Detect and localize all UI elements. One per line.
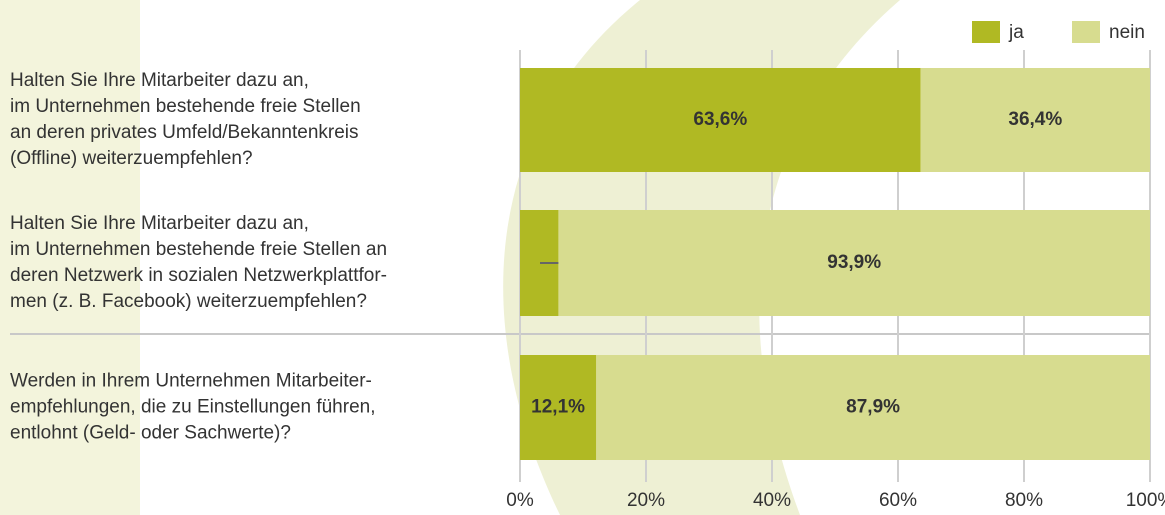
category-label: Halten Sie Ihre Mitarbeiter dazu an, im U… (10, 213, 387, 312)
background-stripe (0, 0, 140, 515)
legend-label: ja (1008, 22, 1024, 43)
bar-segment (520, 355, 597, 460)
category-line: im Unternehmen bestehende freie Stellen (10, 96, 361, 117)
legend-swatch (972, 21, 1000, 43)
category-line: an deren privates Umfeld/Bekanntenkreis (10, 122, 359, 143)
category-label: Werden in Ihrem Unternehmen Mitarbeiter-… (10, 371, 375, 444)
x-tick-label: 60% (879, 490, 917, 511)
data-label: 87,9% (846, 397, 900, 418)
data-label: 63,6% (693, 109, 747, 130)
x-tick-label: 40% (753, 490, 791, 511)
legend-label: nein (1109, 22, 1145, 43)
category-line: Werden in Ihrem Unternehmen Mitarbeiter- (10, 371, 372, 392)
x-tick-label: 20% (627, 490, 665, 511)
category-line: im Unternehmen bestehende freie Stellen … (10, 239, 387, 260)
category-line: men (z. B. Facebook) weiterzuempfehlen? (10, 291, 367, 312)
x-tick-label: 0% (506, 490, 534, 511)
bar-segment (596, 355, 1150, 460)
category-line: (Offline) weiterzuempfehlen? (10, 148, 253, 169)
category-line: deren Netzwerk in sozialen Netzwerkplatt… (10, 265, 387, 286)
bar-segment (558, 210, 1150, 316)
data-label: 93,9% (827, 252, 881, 273)
category-label: Halten Sie Ihre Mitarbeiter dazu an, im U… (10, 70, 361, 169)
category-line: Halten Sie Ihre Mitarbeiter dazu an, (10, 213, 309, 234)
category-line: empfehlungen, die zu Einstellungen führe… (10, 397, 375, 418)
bar-segment (920, 68, 1150, 172)
data-label: 36,4% (1008, 109, 1062, 130)
bar-segment (520, 68, 921, 172)
x-tick-label: 100% (1126, 490, 1165, 511)
category-line: entlohnt (Geld- oder Sachwerte)? (10, 423, 291, 444)
data-label: 12,1% (531, 397, 585, 418)
legend-swatch (1072, 21, 1100, 43)
x-tick-label: 80% (1005, 490, 1043, 511)
category-line: Halten Sie Ihre Mitarbeiter dazu an, (10, 70, 309, 91)
